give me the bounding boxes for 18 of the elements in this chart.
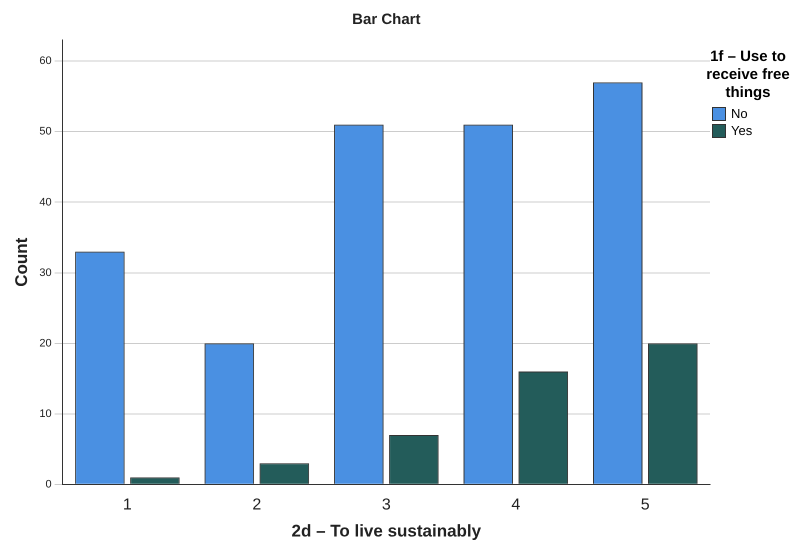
y-tick-label: 10 xyxy=(39,408,52,420)
y-tick-label: 50 xyxy=(39,126,52,138)
y-tick-label: 20 xyxy=(39,337,52,350)
x-tick-label: 3 xyxy=(382,496,391,514)
chart-title: Bar Chart xyxy=(352,11,420,28)
x-tick-label: 4 xyxy=(511,496,520,514)
y-tick-label: 0 xyxy=(46,478,52,490)
x-tick-label: 1 xyxy=(122,496,132,514)
y-axis-title: Count xyxy=(12,237,31,287)
x-tick-label: 2 xyxy=(252,496,262,514)
legend-label: No xyxy=(731,106,748,121)
y-tick-label: 40 xyxy=(39,196,52,208)
legend-label: Yes xyxy=(731,123,752,138)
y-tick-label: 60 xyxy=(39,55,52,68)
x-tick-label: 5 xyxy=(640,496,650,514)
y-tick-label: 30 xyxy=(39,266,52,279)
legend-title: 1f – Use to receive free things xyxy=(705,48,791,102)
x-axis-title: 2d – To live sustainably xyxy=(292,521,482,540)
